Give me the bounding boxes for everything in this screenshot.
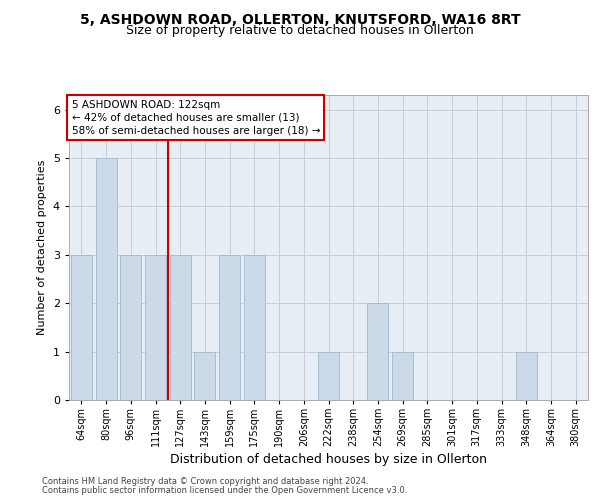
Bar bbox=[71, 255, 92, 400]
Bar bbox=[516, 352, 537, 400]
Bar bbox=[194, 352, 215, 400]
Y-axis label: Number of detached properties: Number of detached properties bbox=[37, 160, 47, 335]
X-axis label: Distribution of detached houses by size in Ollerton: Distribution of detached houses by size … bbox=[170, 454, 487, 466]
Bar bbox=[367, 303, 388, 400]
Text: 5, ASHDOWN ROAD, OLLERTON, KNUTSFORD, WA16 8RT: 5, ASHDOWN ROAD, OLLERTON, KNUTSFORD, WA… bbox=[80, 12, 520, 26]
Text: 5 ASHDOWN ROAD: 122sqm
← 42% of detached houses are smaller (13)
58% of semi-det: 5 ASHDOWN ROAD: 122sqm ← 42% of detached… bbox=[71, 100, 320, 136]
Text: Contains public sector information licensed under the Open Government Licence v3: Contains public sector information licen… bbox=[42, 486, 407, 495]
Bar bbox=[170, 255, 191, 400]
Text: Size of property relative to detached houses in Ollerton: Size of property relative to detached ho… bbox=[126, 24, 474, 37]
Bar bbox=[244, 255, 265, 400]
Bar bbox=[219, 255, 240, 400]
Text: Contains HM Land Registry data © Crown copyright and database right 2024.: Contains HM Land Registry data © Crown c… bbox=[42, 477, 368, 486]
Bar bbox=[120, 255, 141, 400]
Bar bbox=[318, 352, 339, 400]
Bar bbox=[145, 255, 166, 400]
Bar bbox=[392, 352, 413, 400]
Bar bbox=[95, 158, 116, 400]
